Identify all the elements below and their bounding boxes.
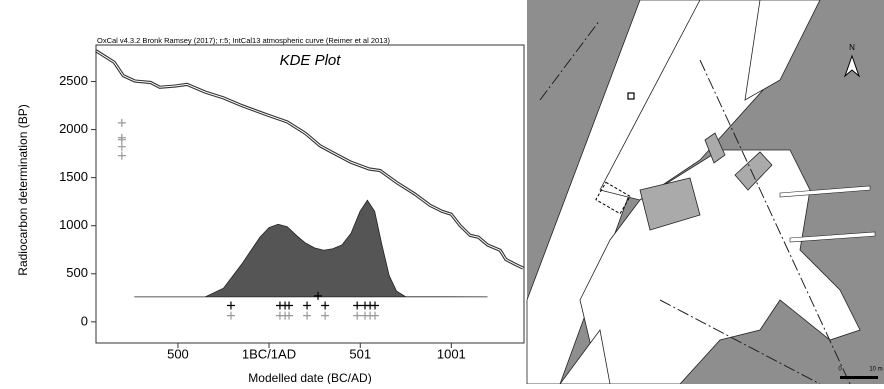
date-marker <box>117 151 126 160</box>
x-tick-label: 500 <box>167 346 189 361</box>
y-tick-label: 1000 <box>59 217 88 232</box>
calibration-curve-inner <box>95 50 524 269</box>
chart-header: OxCal v4.3.2 Bronk Ramsey (2017); r:5; I… <box>97 36 391 45</box>
date-marker <box>303 301 312 310</box>
map-wall <box>779 185 871 198</box>
x-tick-label: 1001 <box>437 346 466 361</box>
x-tick-label: 1BC/1AD <box>242 346 296 361</box>
map-feature <box>639 177 701 231</box>
y-axis-label: Radiocarbon determination (BP) <box>16 104 30 275</box>
map-strip <box>744 0 821 101</box>
date-marker <box>117 118 126 127</box>
site-map: N 0 10 m <box>526 0 884 385</box>
y-tick-label: 0 <box>81 313 88 328</box>
date-marker <box>226 311 235 320</box>
scale-label: 0 <box>838 367 842 373</box>
date-marker <box>226 301 235 310</box>
x-axis-label: Modelled date (BC/AD) <box>248 371 371 384</box>
y-tick-label: 500 <box>66 265 88 280</box>
y-tick-label: 1500 <box>59 169 88 184</box>
north-label: N <box>849 43 855 52</box>
scale-label: 10 m <box>869 367 882 373</box>
date-marker <box>303 311 312 320</box>
y-tick-label: 2000 <box>59 121 88 136</box>
map-wall <box>789 231 876 243</box>
plot-frame <box>95 44 525 344</box>
map-feature <box>627 92 635 100</box>
scale-bar <box>840 376 878 379</box>
chart-title: KDE Plot <box>280 52 342 69</box>
map-strip <box>599 0 791 201</box>
date-marker <box>353 301 362 310</box>
x-tick-label: 501 <box>349 346 371 361</box>
date-marker <box>353 311 362 320</box>
y-tick-label: 2500 <box>59 73 88 88</box>
date-marker <box>314 291 323 300</box>
date-marker <box>371 311 380 320</box>
date-marker <box>117 142 126 151</box>
date-marker <box>117 135 126 144</box>
date-marker <box>285 301 294 310</box>
plot-area: 0 500 1000 1500 2000 2500 500 1BC/1AD 501 1001 <box>59 49 524 361</box>
chart-background <box>0 0 527 384</box>
north-arrow <box>843 54 861 78</box>
kde-area <box>134 199 488 298</box>
map-section-line <box>539 19 601 101</box>
map-section-line <box>659 299 821 385</box>
map-feature <box>704 132 726 164</box>
date-marker <box>285 311 294 320</box>
date-marker <box>321 311 330 320</box>
date-marker <box>371 301 380 310</box>
date-marker <box>321 301 330 310</box>
map-feature <box>734 151 773 191</box>
